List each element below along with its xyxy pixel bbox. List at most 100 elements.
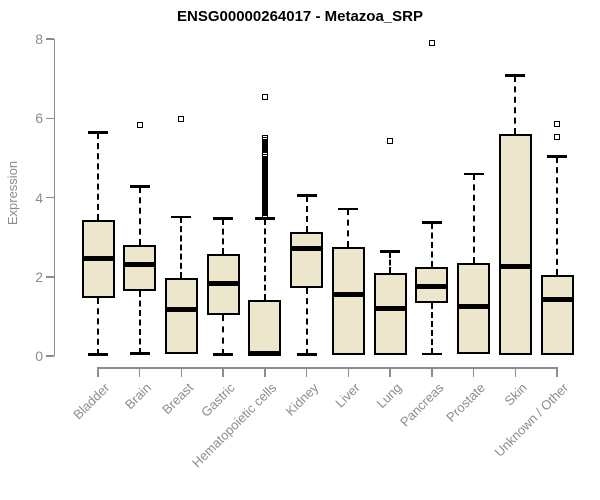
x-tick (222, 368, 224, 377)
x-tick-label: Bladder (70, 380, 113, 423)
x-tick (514, 368, 517, 377)
x-tick (97, 368, 99, 377)
whisker-cap-upper (296, 194, 317, 197)
outlier-point (554, 134, 561, 141)
x-axis-line (97, 367, 558, 369)
whisker-upper (347, 209, 350, 247)
median-line (331, 291, 365, 297)
whisker-cap-upper (463, 172, 484, 176)
box-rect (164, 277, 198, 355)
median-line (373, 305, 407, 311)
whisker-lower (138, 290, 141, 354)
whisker-cap-upper (338, 207, 359, 211)
x-tick-label: Prostate (443, 380, 489, 425)
whisker-cap-upper (213, 217, 234, 220)
whisker-lower (97, 298, 99, 355)
whisker-upper (263, 218, 266, 301)
whisker-upper (138, 186, 141, 246)
box-rect (498, 134, 532, 355)
median-line (164, 307, 198, 313)
whisker-upper (97, 132, 99, 221)
whisker-upper (305, 195, 308, 232)
whisker-upper (389, 251, 392, 273)
median-line (123, 262, 157, 268)
whisker-upper (222, 218, 225, 254)
median-line (206, 280, 240, 286)
median-line (457, 304, 491, 310)
whisker-cap-lower (213, 353, 234, 356)
y-tick (45, 196, 54, 199)
x-tick-label: Unknown / Other (492, 380, 572, 460)
x-tick-label: Breast (158, 380, 197, 418)
whisker-cap-upper (129, 185, 150, 188)
whisker-upper (556, 156, 559, 276)
whisker-cap-upper (88, 131, 108, 134)
whisker-upper (514, 75, 517, 135)
median-line (415, 284, 449, 290)
whisker-cap-upper (547, 155, 568, 158)
box-rect (248, 300, 282, 355)
x-tick-label: Pancreas (397, 380, 447, 430)
box-rect (331, 246, 365, 355)
whisker-lower (222, 315, 225, 355)
outlier-point (261, 135, 268, 142)
whisker-lower (305, 288, 308, 355)
y-tick-label: 0 (35, 348, 43, 364)
median-line (498, 264, 532, 270)
whisker-cap-lower (88, 353, 108, 356)
x-tick-label: Brain (122, 380, 155, 413)
y-tick (45, 117, 54, 119)
median-line (540, 296, 574, 302)
x-tick (389, 368, 391, 377)
outlier-point (178, 116, 185, 123)
box-rect (123, 245, 157, 291)
whisker-cap-upper (505, 74, 526, 77)
whisker-cap-upper (421, 221, 442, 224)
box-rect (540, 275, 574, 355)
whisker-cap-lower (129, 352, 150, 355)
whisker-cap-lower (421, 352, 442, 356)
y-tick-label: 6 (35, 110, 43, 127)
whisker-cap-upper (171, 215, 192, 219)
whisker-upper (472, 174, 475, 263)
whisker-cap-upper (380, 250, 401, 253)
x-tick (556, 368, 558, 377)
whisker-cap-lower (296, 353, 317, 356)
outlier-point (554, 121, 561, 128)
x-tick-label: Liver (332, 380, 363, 411)
box-rect (290, 231, 324, 289)
y-tick (45, 355, 54, 357)
y-tick (45, 38, 54, 40)
x-tick-label: Kidney (282, 380, 322, 419)
median-line (290, 245, 324, 251)
x-tick-label: Gastric (198, 380, 238, 420)
outlier-point (136, 121, 143, 128)
median-line (81, 255, 115, 261)
x-tick (431, 368, 433, 377)
whisker-upper (180, 217, 183, 278)
median-line (248, 350, 282, 356)
x-tick-label: Lung (373, 380, 405, 412)
y-tick-label: 2 (35, 268, 43, 285)
whisker-cap-upper (254, 217, 275, 220)
x-tick-label: Skin (501, 380, 530, 409)
outlier-point (387, 138, 394, 145)
y-tick (45, 276, 54, 278)
y-tick-label: 4 (35, 189, 43, 206)
x-tick (264, 368, 266, 377)
x-tick (180, 368, 183, 377)
y-axis-line (53, 39, 55, 356)
y-tick-label: 8 (35, 31, 43, 47)
outlier-point (428, 39, 435, 46)
x-tick (472, 368, 475, 377)
outlier-point (261, 94, 268, 101)
whisker-upper (430, 222, 433, 268)
x-tick (305, 368, 308, 377)
x-tick (347, 368, 350, 377)
x-tick (138, 368, 141, 377)
chart-title: ENSG00000264017 - Metazoa_SRP (177, 8, 423, 25)
whisker-lower (430, 302, 433, 354)
box-rect (373, 272, 407, 355)
